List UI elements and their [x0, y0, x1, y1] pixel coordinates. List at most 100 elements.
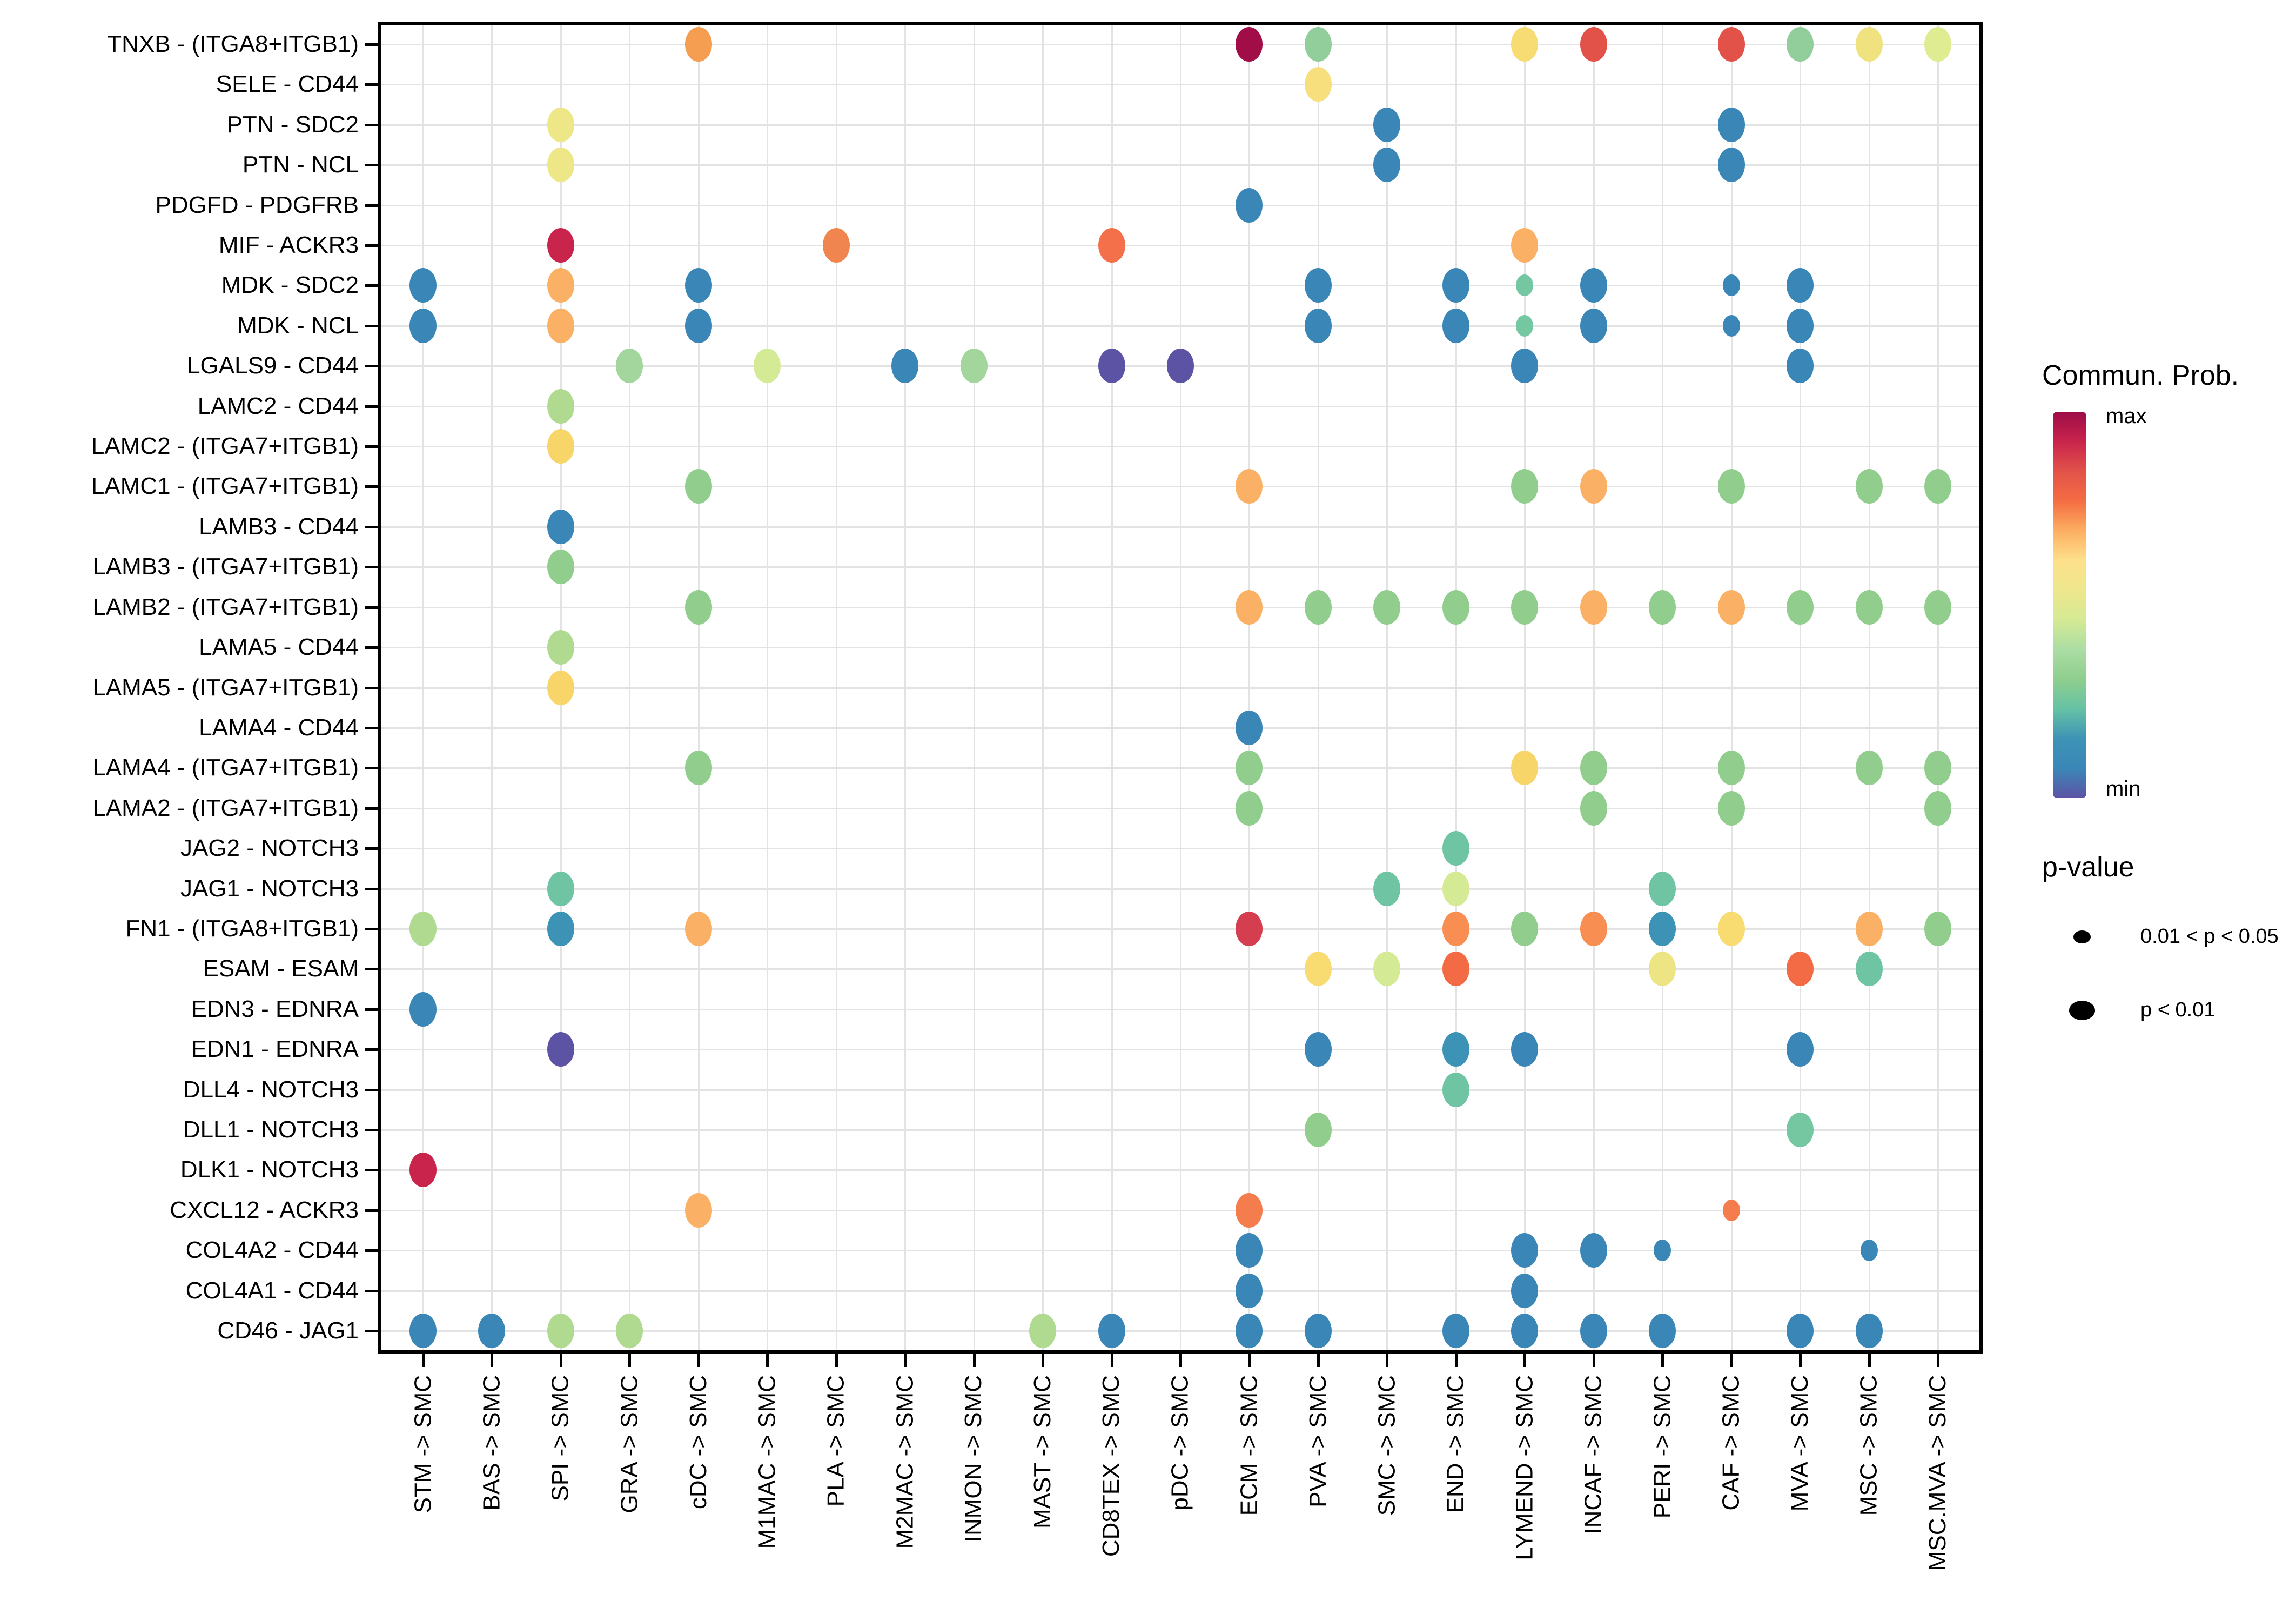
x-axis-label: CAF -> SMC: [1717, 1375, 1744, 1511]
x-axis-label: SPI -> SMC: [547, 1375, 574, 1502]
y-axis-label: LAMB2 - (ITGA7+ITGB1): [92, 593, 359, 620]
x-axis-tick: [1454, 1354, 1458, 1367]
y-axis-label: MIF - ACKR3: [218, 232, 359, 259]
horizontal-gridline: [381, 526, 1979, 528]
data-point: [547, 1032, 574, 1067]
horizontal-gridline: [381, 1008, 1979, 1010]
data-point: [1787, 1112, 1814, 1147]
data-point: [409, 308, 437, 343]
data-point: [478, 1314, 506, 1348]
y-axis-tick: [365, 1169, 378, 1172]
y-axis-tick: [365, 1128, 378, 1131]
y-axis-tick: [365, 324, 378, 327]
data-point: [1787, 952, 1814, 987]
data-point: [547, 228, 574, 263]
data-point: [1511, 1314, 1539, 1348]
data-point: [684, 590, 712, 625]
y-axis-label: PDGFD - PDGFRB: [155, 191, 359, 218]
horizontal-gridline: [381, 687, 1979, 689]
data-point: [1787, 349, 1814, 384]
data-point: [409, 1153, 437, 1188]
x-axis-label: BAS -> SMC: [478, 1375, 505, 1511]
x-axis-tick: [1799, 1354, 1802, 1367]
p-value-large-dot-icon: [2069, 1001, 2095, 1020]
horizontal-gridline: [381, 1129, 1979, 1131]
horizontal-gridline: [381, 325, 1979, 327]
data-point: [1787, 27, 1814, 62]
x-axis-label: SMC -> SMC: [1373, 1375, 1400, 1516]
data-point: [1654, 1240, 1671, 1262]
data-point: [1167, 349, 1194, 384]
data-point: [1855, 1314, 1883, 1348]
y-axis-label: LAMC2 - (ITGA7+ITGB1): [91, 433, 359, 460]
data-point: [1442, 268, 1469, 303]
x-axis-label: END -> SMC: [1442, 1375, 1469, 1513]
data-point: [1649, 590, 1676, 625]
x-axis-label: PVA -> SMC: [1304, 1375, 1331, 1508]
x-axis-label: MSC.MVA -> SMC: [1924, 1375, 1951, 1571]
x-axis-tick: [1248, 1354, 1251, 1367]
x-axis-tick: [1661, 1354, 1664, 1367]
data-point: [1304, 67, 1332, 102]
data-point: [1580, 27, 1607, 62]
y-axis-tick: [365, 485, 378, 488]
data-point: [1511, 1233, 1539, 1268]
data-point: [1442, 1072, 1469, 1107]
data-point: [1511, 349, 1539, 384]
data-point: [1373, 590, 1401, 625]
data-point: [1580, 268, 1607, 303]
size-legend-small-label: 0.01 < p < 0.05: [2140, 925, 2279, 948]
x-axis-label: PLA -> SMC: [822, 1375, 849, 1507]
y-axis-tick: [365, 284, 378, 287]
x-axis-tick: [559, 1354, 562, 1367]
x-axis-tick: [422, 1354, 425, 1367]
data-point: [1442, 911, 1469, 946]
x-axis-tick: [835, 1354, 838, 1367]
color-legend-min-label: min: [2106, 777, 2141, 801]
data-point: [1924, 751, 1951, 786]
data-point: [1924, 791, 1951, 826]
y-axis-label: MDK - NCL: [237, 312, 359, 339]
data-point: [1236, 710, 1263, 745]
data-point: [547, 268, 574, 303]
data-point: [1860, 1240, 1878, 1262]
y-axis-label: LAMB3 - (ITGA7+ITGB1): [92, 553, 359, 580]
data-point: [1442, 1032, 1469, 1067]
x-axis-tick: [1868, 1354, 1871, 1367]
horizontal-gridline: [381, 285, 1979, 287]
data-point: [1511, 1273, 1539, 1308]
data-point: [1442, 590, 1469, 625]
y-axis-tick: [365, 365, 378, 368]
data-point: [1855, 469, 1883, 504]
data-point: [1511, 1032, 1539, 1067]
data-point: [1511, 911, 1539, 946]
data-point: [1855, 590, 1883, 625]
horizontal-gridline: [381, 647, 1979, 649]
data-point: [1236, 590, 1263, 625]
y-axis-label: EDN1 - EDNRA: [191, 1036, 359, 1063]
data-point: [1649, 871, 1676, 906]
y-axis-tick: [365, 1209, 378, 1212]
data-point: [1304, 27, 1332, 62]
y-axis-tick: [365, 686, 378, 689]
y-axis-tick: [365, 405, 378, 408]
data-point: [547, 1314, 574, 1348]
y-axis-tick: [365, 1289, 378, 1292]
data-point: [1236, 1314, 1263, 1348]
horizontal-gridline: [381, 1290, 1979, 1292]
data-point: [1717, 469, 1745, 504]
x-axis-label: M2MAC -> SMC: [891, 1375, 918, 1549]
y-axis-tick: [365, 968, 378, 971]
y-axis-label: FN1 - (ITGA8+ITGB1): [125, 915, 359, 942]
y-axis-label: MDK - SDC2: [221, 272, 359, 299]
y-axis-label: JAG1 - NOTCH3: [180, 875, 359, 902]
x-axis-tick: [1730, 1354, 1733, 1367]
x-axis-label: MVA -> SMC: [1787, 1375, 1814, 1512]
y-axis-tick: [365, 164, 378, 167]
horizontal-gridline: [381, 727, 1979, 729]
horizontal-gridline: [381, 446, 1979, 448]
y-axis-label: CD46 - JAG1: [217, 1317, 359, 1344]
y-axis-label: COL4A1 - CD44: [185, 1277, 359, 1304]
data-point: [684, 911, 712, 946]
